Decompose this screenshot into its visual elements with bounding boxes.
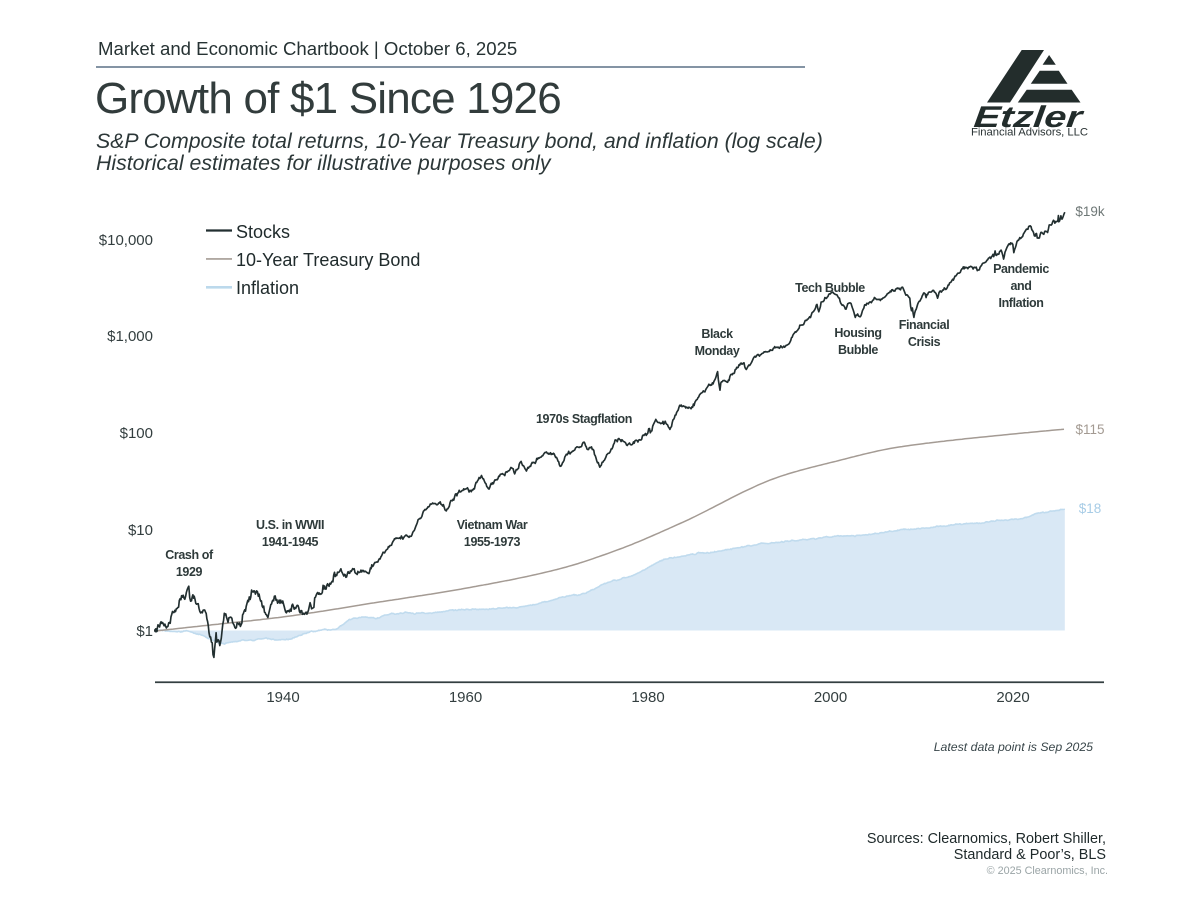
svg-text:Financial Advisors, LLC: Financial Advisors, LLC (971, 127, 1088, 139)
svg-text:Etzler: Etzler (972, 101, 1086, 134)
